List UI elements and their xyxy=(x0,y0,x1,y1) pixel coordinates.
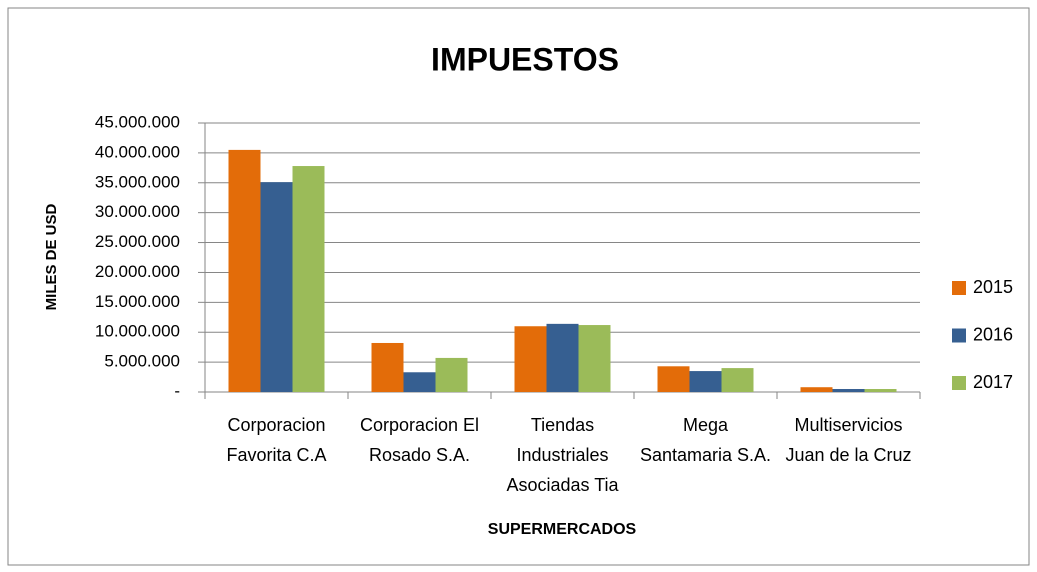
y-tick-label: - xyxy=(174,381,180,400)
legend-label: 2016 xyxy=(973,324,1013,344)
y-tick-label: 5.000.000 xyxy=(104,352,180,371)
bar xyxy=(657,366,690,392)
bar xyxy=(689,371,722,392)
legend-label: 2017 xyxy=(973,372,1013,392)
x-axis-label: SUPERMERCADOS xyxy=(488,521,637,538)
y-tick-label: 40.000.000 xyxy=(95,142,180,161)
legend-swatch xyxy=(952,281,966,295)
y-tick-label: 30.000.000 xyxy=(95,202,180,221)
bar xyxy=(435,357,468,392)
bar xyxy=(371,342,404,392)
bar xyxy=(832,389,865,392)
y-tick-label: 10.000.000 xyxy=(95,322,180,341)
bar xyxy=(578,325,611,392)
bar xyxy=(292,166,325,392)
bar xyxy=(403,372,436,392)
y-tick-label: 20.000.000 xyxy=(95,262,180,281)
x-tick-label: Tiendas Industriales Asociadas Tia xyxy=(506,415,619,495)
y-tick-label: 35.000.000 xyxy=(95,172,180,191)
bar xyxy=(514,326,547,392)
y-tick-label: 15.000.000 xyxy=(95,292,180,311)
legend-label: 2015 xyxy=(973,277,1013,297)
y-tick-label: 25.000.000 xyxy=(95,232,180,251)
bar xyxy=(260,182,293,392)
x-tick-label: Multiservicios Juan de la Cruz xyxy=(785,415,912,465)
x-tick-label: Corporacion Favorita C.A xyxy=(226,415,327,465)
x-tick-label: Mega Santamaria S.A. xyxy=(639,415,772,465)
bar xyxy=(864,389,897,392)
bar xyxy=(800,387,833,392)
y-tick-label: 45.000.000 xyxy=(95,112,180,131)
chart-border xyxy=(7,7,1030,566)
bar xyxy=(228,149,261,392)
chart-title: IMPUESTOS xyxy=(431,41,619,77)
bar xyxy=(721,368,754,392)
legend-swatch xyxy=(952,328,966,343)
legend-swatch xyxy=(952,376,966,390)
bar xyxy=(546,323,579,392)
x-tick-label: Corporacion El Rosado S.A. xyxy=(359,415,480,465)
y-axis-label: MILES DE USD xyxy=(43,203,60,310)
